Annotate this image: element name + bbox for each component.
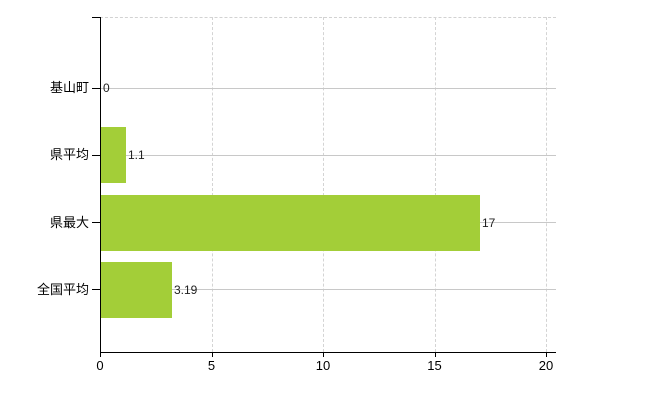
y-tick-mark	[92, 289, 100, 291]
bar-value-label: 17	[482, 215, 496, 230]
x-tick-mark	[100, 352, 101, 357]
vertical-gridline	[323, 17, 324, 352]
bar	[101, 261, 172, 318]
x-tick-label: 20	[538, 358, 554, 373]
category-label: 基山町	[49, 80, 89, 95]
row-gridline	[100, 87, 556, 89]
row-gridline	[100, 289, 556, 291]
x-tick-label: 5	[207, 358, 216, 373]
bar-value-label: 0	[103, 81, 110, 95]
vertical-gridline	[434, 17, 436, 352]
x-axis-line	[100, 352, 556, 353]
category-label: 全国平均	[36, 281, 89, 297]
vertical-gridline	[211, 17, 213, 352]
bar-value-label: 1.1	[128, 148, 145, 163]
x-tick-label: 0	[96, 358, 104, 373]
x-tick-label: 15	[427, 358, 442, 373]
category-label: 県最大	[49, 214, 89, 230]
vertical-gridline	[546, 17, 547, 352]
x-tick-mark	[434, 352, 436, 357]
bar	[101, 194, 480, 251]
category-label: 県平均	[49, 147, 89, 163]
x-tick-label: 10	[315, 358, 331, 373]
x-tick-mark	[211, 352, 213, 357]
y-axis-top-tick-mark	[92, 17, 100, 18]
y-tick-mark	[92, 222, 100, 224]
x-tick-mark	[323, 352, 324, 357]
y-tick-mark	[92, 154, 100, 156]
plot-top-border	[100, 17, 556, 18]
bar	[101, 127, 126, 184]
y-tick-mark	[92, 87, 100, 89]
x-tick-mark	[546, 352, 547, 357]
row-gridline	[100, 154, 556, 156]
y-axis-line	[100, 17, 101, 353]
bar-value-label: 3.19	[174, 282, 198, 297]
